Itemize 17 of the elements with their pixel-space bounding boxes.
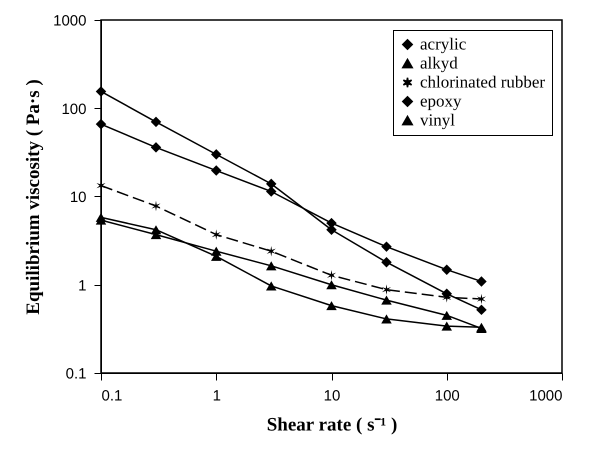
x-tick-label: 10 xyxy=(324,388,340,404)
x-axis-title: Shear rate ( s⁻¹ ) xyxy=(266,414,398,436)
legend-label: epoxy xyxy=(420,92,462,110)
legend-label: vinyl xyxy=(420,110,456,130)
x-tick-label: 1 xyxy=(212,388,221,404)
y-tick-label: 1 xyxy=(78,277,86,294)
legend-label: chlorinated rubber xyxy=(420,72,546,92)
y-axis-title: Equilibrium viscosity ( Pa·s ) xyxy=(23,79,44,315)
y-tick-label: 100 xyxy=(61,100,86,118)
legend-label: alkyd xyxy=(420,54,458,72)
y-tick-label: 1000 xyxy=(53,12,86,30)
x-tick-label: 1000 xyxy=(529,388,562,404)
x-tick-label: 0.1 xyxy=(102,388,122,404)
y-tick-label: 10 xyxy=(70,189,86,206)
y-tick-label: 0.1 xyxy=(66,366,86,382)
legend-label: acrylic xyxy=(420,34,467,54)
x-tick-label: 100 xyxy=(434,388,460,404)
